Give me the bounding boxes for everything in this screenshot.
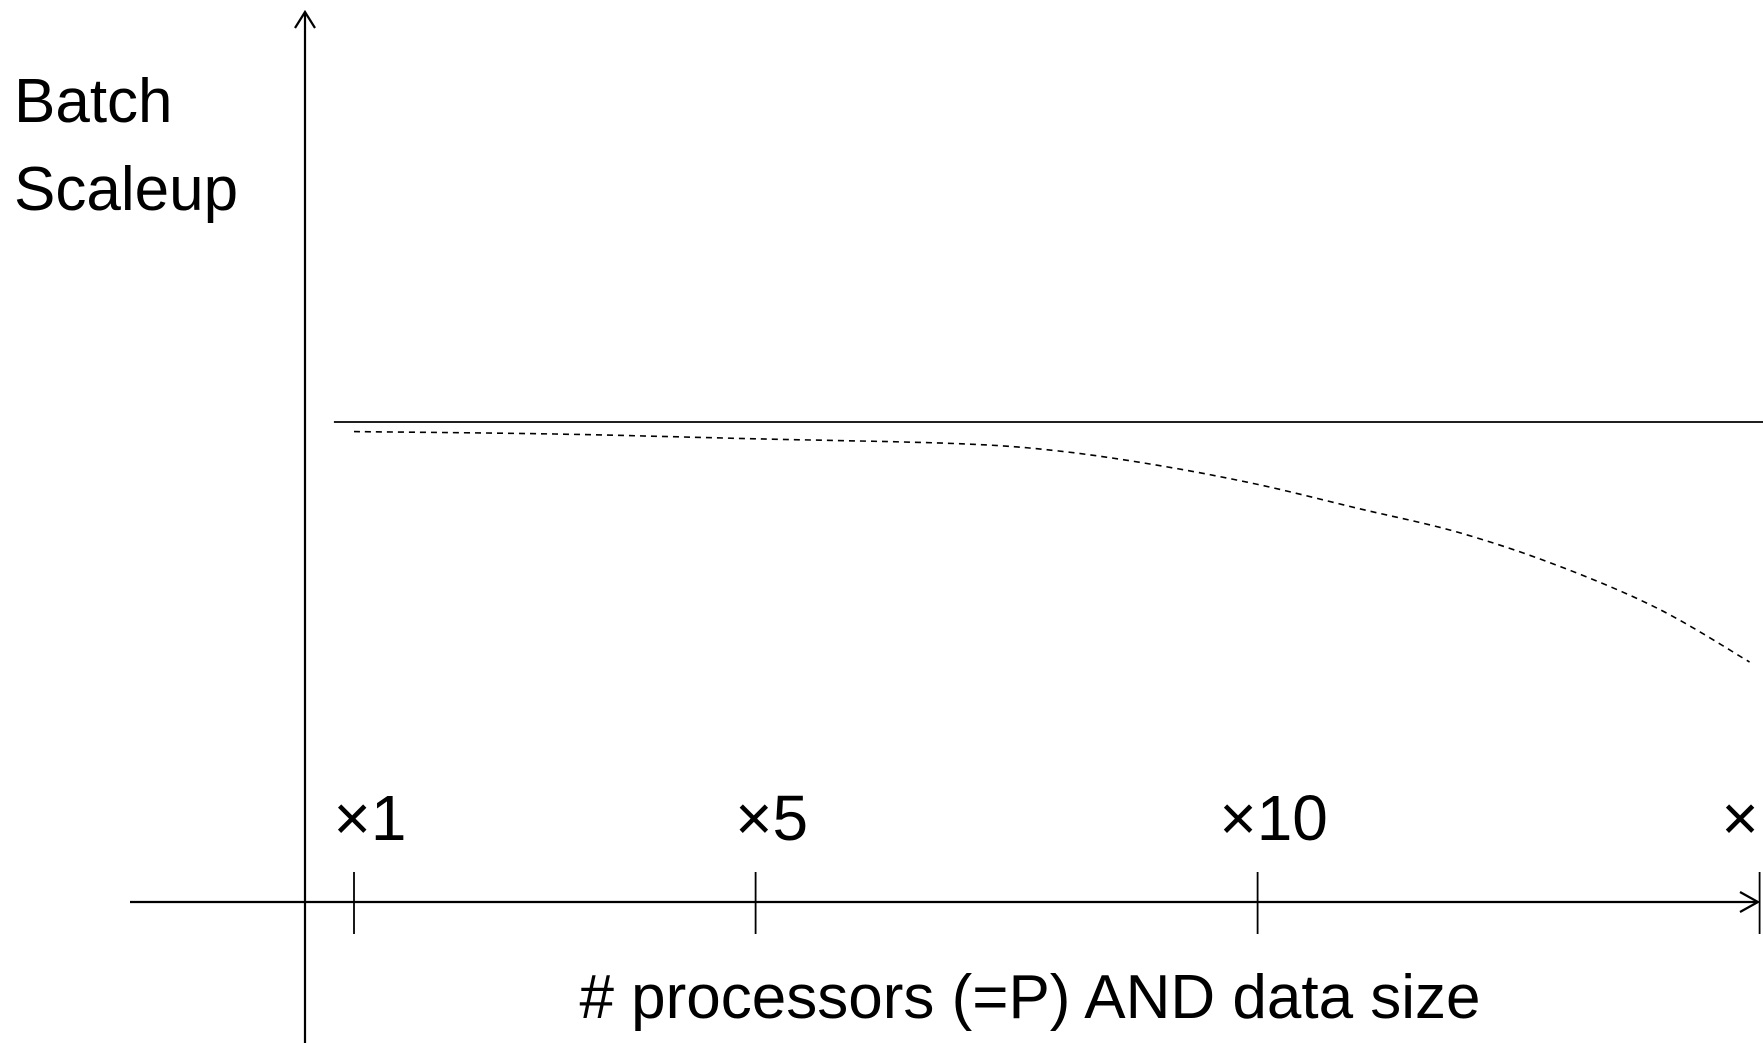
axes [130, 9, 1761, 1043]
tick-group [353, 872, 1761, 934]
x-axis-title: # processors (=P) AND data size [579, 963, 1480, 1032]
y-axis-title: Scaleup [14, 155, 238, 224]
y-axis-arrow [294, 9, 316, 29]
x-tick-label: ×10 [1219, 782, 1328, 854]
series-dashed-line [353, 430, 1750, 663]
x-axis-arrow [1739, 891, 1761, 913]
x-tick-label: ×15 [1721, 782, 1763, 854]
x-tick-label: ×1 [334, 782, 407, 854]
series-group [333, 421, 1763, 663]
y-axis-title: Batch [14, 67, 173, 136]
x-tick-label: ×5 [735, 782, 808, 854]
label-group: ×1 ×5 ×10 ×15 # processors (=P) AND data siz… [14, 67, 1763, 1032]
